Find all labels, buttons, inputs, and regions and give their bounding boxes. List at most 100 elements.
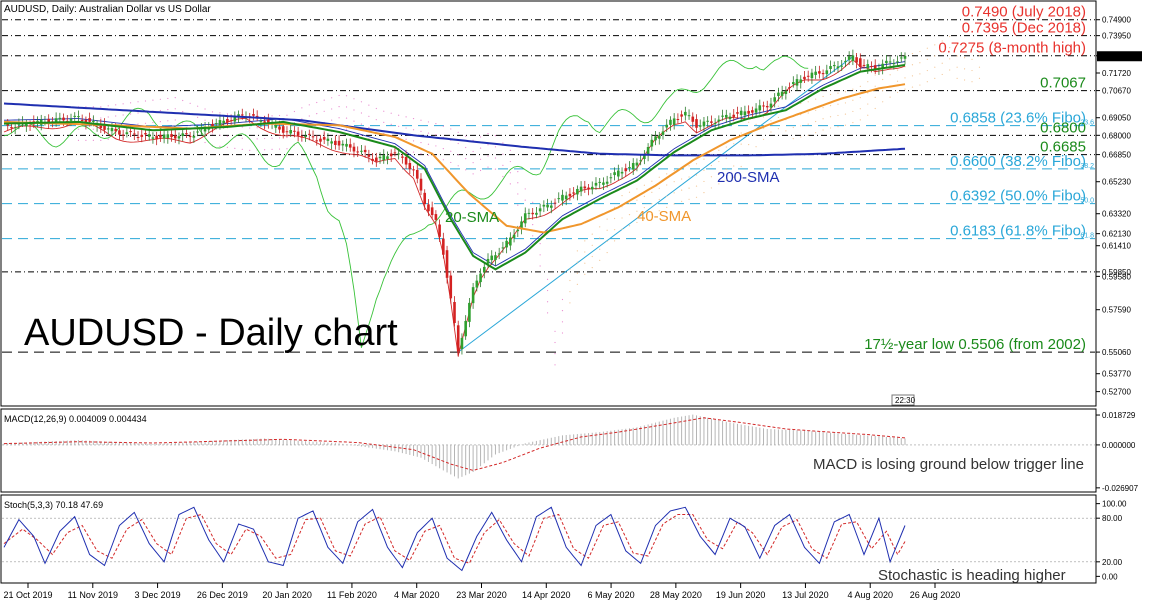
candle-body xyxy=(758,105,762,111)
cloud-dot xyxy=(762,138,765,140)
cloud-dot xyxy=(264,149,266,151)
candle-body xyxy=(259,120,263,122)
cloud-dot xyxy=(949,35,951,38)
cloud-dot xyxy=(569,302,571,304)
time-tick-label: 26 Dec 2019 xyxy=(197,590,248,600)
cloud-dot xyxy=(204,108,206,110)
cloud-dot xyxy=(442,159,444,161)
cloud-dot xyxy=(316,113,318,115)
cloud-dot xyxy=(532,224,534,226)
cloud-dot xyxy=(412,117,415,120)
cloud-dot xyxy=(219,134,221,136)
cloud-dot xyxy=(405,138,407,140)
level-label: 0.6600 (38.2% Fibo) xyxy=(950,153,1086,170)
cloud-dot xyxy=(703,192,705,194)
cloud-dot xyxy=(271,137,273,139)
fibo-tag: 61.8 xyxy=(1080,233,1094,240)
cloud-dot xyxy=(517,193,519,195)
candle-body xyxy=(25,123,28,127)
candle-body xyxy=(810,72,814,79)
cloud-dot xyxy=(688,198,690,200)
cloud-dot xyxy=(249,149,251,151)
cloud-dot xyxy=(219,112,221,114)
candle-body xyxy=(173,135,177,139)
cloud-dot xyxy=(800,136,802,138)
candle-body xyxy=(762,105,765,107)
cloud-dot xyxy=(539,265,541,267)
candle-body xyxy=(542,204,546,207)
price-tick-label: 0.61410 xyxy=(1102,242,1131,251)
candle-body xyxy=(572,192,575,194)
cloud-dot xyxy=(576,272,578,274)
candle-body xyxy=(345,143,348,147)
cloud-dot xyxy=(733,143,735,145)
cloud-dot xyxy=(941,62,943,64)
cloud-dot xyxy=(591,255,593,258)
candle-body xyxy=(330,141,333,144)
cloud-dot xyxy=(613,240,616,242)
cloud-dot xyxy=(911,86,914,88)
cloud-dot xyxy=(956,44,958,46)
cloud-dot xyxy=(882,78,884,81)
candle-body xyxy=(6,124,10,126)
cloud-dot xyxy=(815,98,817,100)
cloud-dot xyxy=(450,128,452,130)
candle-body xyxy=(88,118,91,122)
candle-body xyxy=(334,140,337,146)
candle-body xyxy=(255,115,259,117)
cloud-dot xyxy=(412,129,415,131)
cloud-dot xyxy=(234,147,236,149)
macd-layer: 0.018729 0.000000 -0.026907 xyxy=(2,411,1139,493)
candle-body xyxy=(650,139,654,147)
cloud-dot xyxy=(494,157,497,159)
cloud-dot xyxy=(695,174,698,176)
cloud-dot xyxy=(815,109,817,111)
cloud-dot xyxy=(546,289,549,292)
candle-body xyxy=(654,136,657,141)
cloud-dot xyxy=(427,154,430,157)
cloud-dot xyxy=(293,110,296,113)
cloud-dot xyxy=(360,101,363,103)
cloud-dot xyxy=(427,132,430,134)
candle-body xyxy=(847,56,851,60)
candle-body xyxy=(799,79,803,83)
cloud-dot xyxy=(472,150,474,153)
candle-body xyxy=(118,130,121,135)
cloud-dot xyxy=(561,321,564,323)
candle-body xyxy=(106,128,110,130)
candle-body xyxy=(475,280,479,288)
sma40-label: 40-SMA xyxy=(637,208,691,225)
cloud-dot xyxy=(688,165,690,167)
candle-body xyxy=(646,147,650,156)
cloud-dot xyxy=(695,196,698,198)
candle-body xyxy=(747,110,750,114)
cloud-dot xyxy=(584,273,586,275)
cloud-dot xyxy=(934,66,936,68)
macd-tick-label: -0.026907 xyxy=(1102,484,1139,493)
candle-body xyxy=(222,120,225,124)
cloud-dot xyxy=(331,97,333,99)
cloud-dot xyxy=(517,171,519,173)
candle-body xyxy=(363,149,367,153)
candle-body xyxy=(792,82,795,85)
cloud-dot xyxy=(174,108,176,110)
cloud-dot xyxy=(457,165,459,167)
candle-body xyxy=(460,337,464,349)
cloud-dot xyxy=(725,179,727,182)
candle-body xyxy=(717,119,721,122)
candle-body xyxy=(553,202,557,204)
candle-body xyxy=(628,166,631,169)
chart-title: AUDUSD, Daily: Australian Dollar vs US D… xyxy=(4,4,211,15)
cloud-dot xyxy=(100,106,102,108)
cloud-dot xyxy=(226,146,228,148)
candle-body xyxy=(691,116,695,122)
candle-body xyxy=(687,115,691,117)
cloud-dot xyxy=(651,202,653,205)
cloud-dot xyxy=(896,91,899,94)
candle-body xyxy=(501,247,505,249)
cloud-dot xyxy=(584,240,586,242)
candle-body xyxy=(99,124,103,129)
cloud-dot xyxy=(904,88,906,90)
cloud-dot xyxy=(963,79,966,81)
cloud-dot xyxy=(807,123,809,125)
